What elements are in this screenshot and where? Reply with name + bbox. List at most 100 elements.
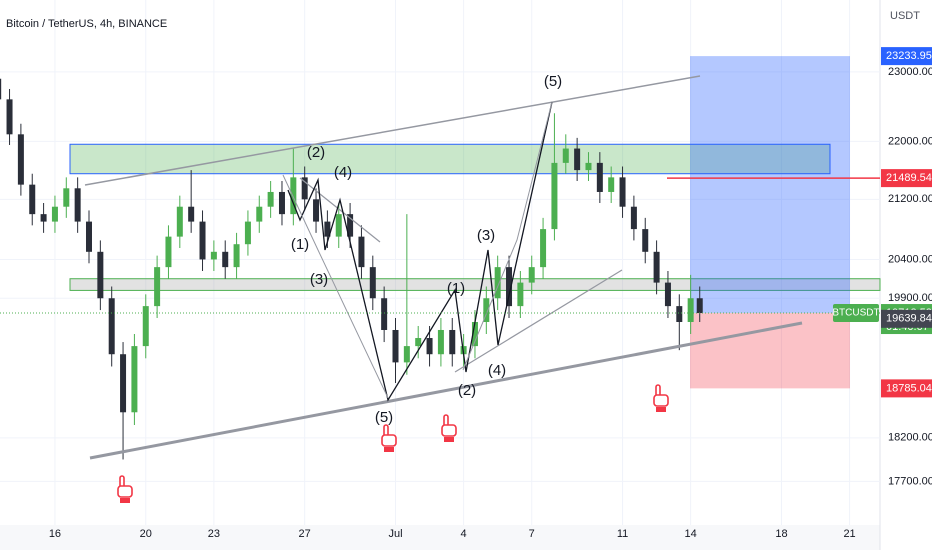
price-label: 21489.54 xyxy=(886,172,932,184)
price-tag xyxy=(881,47,932,66)
zone xyxy=(69,143,831,175)
candle-body xyxy=(483,298,490,322)
candle-body xyxy=(540,229,547,268)
candle-body xyxy=(369,267,376,299)
candle-body xyxy=(574,148,581,171)
candle-body xyxy=(664,282,671,307)
candle-body xyxy=(313,199,320,222)
candle-body xyxy=(528,267,535,283)
candle-body xyxy=(608,177,615,192)
x-tick-label: 11 xyxy=(617,528,628,540)
wave-path xyxy=(287,101,553,402)
wave-label: (5) xyxy=(544,73,562,90)
candle-body xyxy=(222,251,229,268)
y-tick-label: 22000.00 xyxy=(888,135,932,147)
symbol-tag xyxy=(833,304,879,323)
trend-line xyxy=(299,177,381,243)
y-tick-label: 21200.00 xyxy=(888,193,932,205)
wave-label: (2) xyxy=(307,144,325,161)
price-tag xyxy=(881,169,932,188)
candle-body xyxy=(653,251,660,283)
trend-line xyxy=(84,75,701,186)
candle-body xyxy=(108,298,115,355)
candle-body xyxy=(630,206,637,230)
x-tick-label: 20 xyxy=(140,528,152,540)
candle-body xyxy=(596,162,603,192)
wave-label: (5) xyxy=(375,409,393,426)
candle-body xyxy=(97,251,104,299)
wave-path xyxy=(462,101,553,371)
y-tick-label: 17700.00 xyxy=(888,475,932,487)
candle-body xyxy=(358,236,365,268)
x-tick-label: 21 xyxy=(843,528,855,540)
candle-body xyxy=(335,214,342,237)
y-tick-label: 18200.00 xyxy=(888,432,932,444)
trend-line xyxy=(454,269,623,373)
candle-body xyxy=(324,221,331,237)
candle-body xyxy=(585,162,592,171)
candle-body xyxy=(176,206,183,237)
candle-body xyxy=(63,188,70,207)
candle-body xyxy=(506,267,513,307)
candle-body xyxy=(687,298,694,322)
candle-body xyxy=(347,214,354,237)
candle-body xyxy=(165,236,172,268)
candle-body xyxy=(74,188,81,222)
candle-body xyxy=(676,306,683,322)
price-label: 19639.84 xyxy=(886,313,932,325)
candle-body xyxy=(449,329,456,355)
stop-area xyxy=(690,313,850,389)
candles xyxy=(0,78,703,460)
candle-body xyxy=(6,99,13,135)
price-label: 23233.95 xyxy=(886,50,932,62)
currency: USDT xyxy=(890,10,920,22)
candle-body xyxy=(415,338,422,347)
candle-body xyxy=(188,206,195,222)
candle-body xyxy=(471,321,478,347)
candle-body xyxy=(392,329,399,363)
candle-body xyxy=(696,298,703,314)
candle-body xyxy=(494,267,501,299)
candle-body xyxy=(403,346,410,363)
hand-icon xyxy=(381,424,397,452)
price-tag xyxy=(881,309,932,328)
zone xyxy=(69,278,881,291)
wave-label: (1) xyxy=(291,236,309,253)
hand-icons xyxy=(117,384,669,503)
candle-body xyxy=(278,191,285,215)
candle-body xyxy=(426,338,433,355)
x-tick-label: Jul xyxy=(388,528,402,540)
x-tick-label: 18 xyxy=(775,528,787,540)
wave-label: (1) xyxy=(447,280,465,297)
price-tag xyxy=(881,379,932,398)
candle-body xyxy=(381,298,388,330)
x-tick-label: 16 xyxy=(49,528,61,540)
drawings-over xyxy=(84,75,803,460)
candle-body xyxy=(154,267,161,307)
candle-body xyxy=(642,229,649,252)
hand-icon xyxy=(117,475,133,503)
candle-body xyxy=(17,134,24,185)
candle-body xyxy=(619,177,626,207)
y-tick-label: 20400.00 xyxy=(888,253,932,265)
candle-body xyxy=(562,148,569,163)
candle-body xyxy=(85,221,92,252)
x-tick-label: 4 xyxy=(461,528,467,540)
wave-label: (3) xyxy=(477,227,495,244)
chart-title: Bitcoin / TetherUS, 4h, BINANCE xyxy=(6,18,167,30)
candle-body xyxy=(210,251,217,260)
price-label: 18785.04 xyxy=(886,382,932,394)
target-area xyxy=(690,56,850,314)
wave-path xyxy=(282,174,389,399)
candle-body xyxy=(120,354,127,413)
wave-label: (4) xyxy=(334,164,352,181)
wave-label: (3) xyxy=(310,271,328,288)
candle-body xyxy=(199,221,206,260)
trend-line xyxy=(89,321,803,460)
wave-label: (2) xyxy=(458,382,476,399)
candle-body xyxy=(290,177,297,215)
candle-body xyxy=(0,78,2,100)
candle-body xyxy=(142,306,149,347)
